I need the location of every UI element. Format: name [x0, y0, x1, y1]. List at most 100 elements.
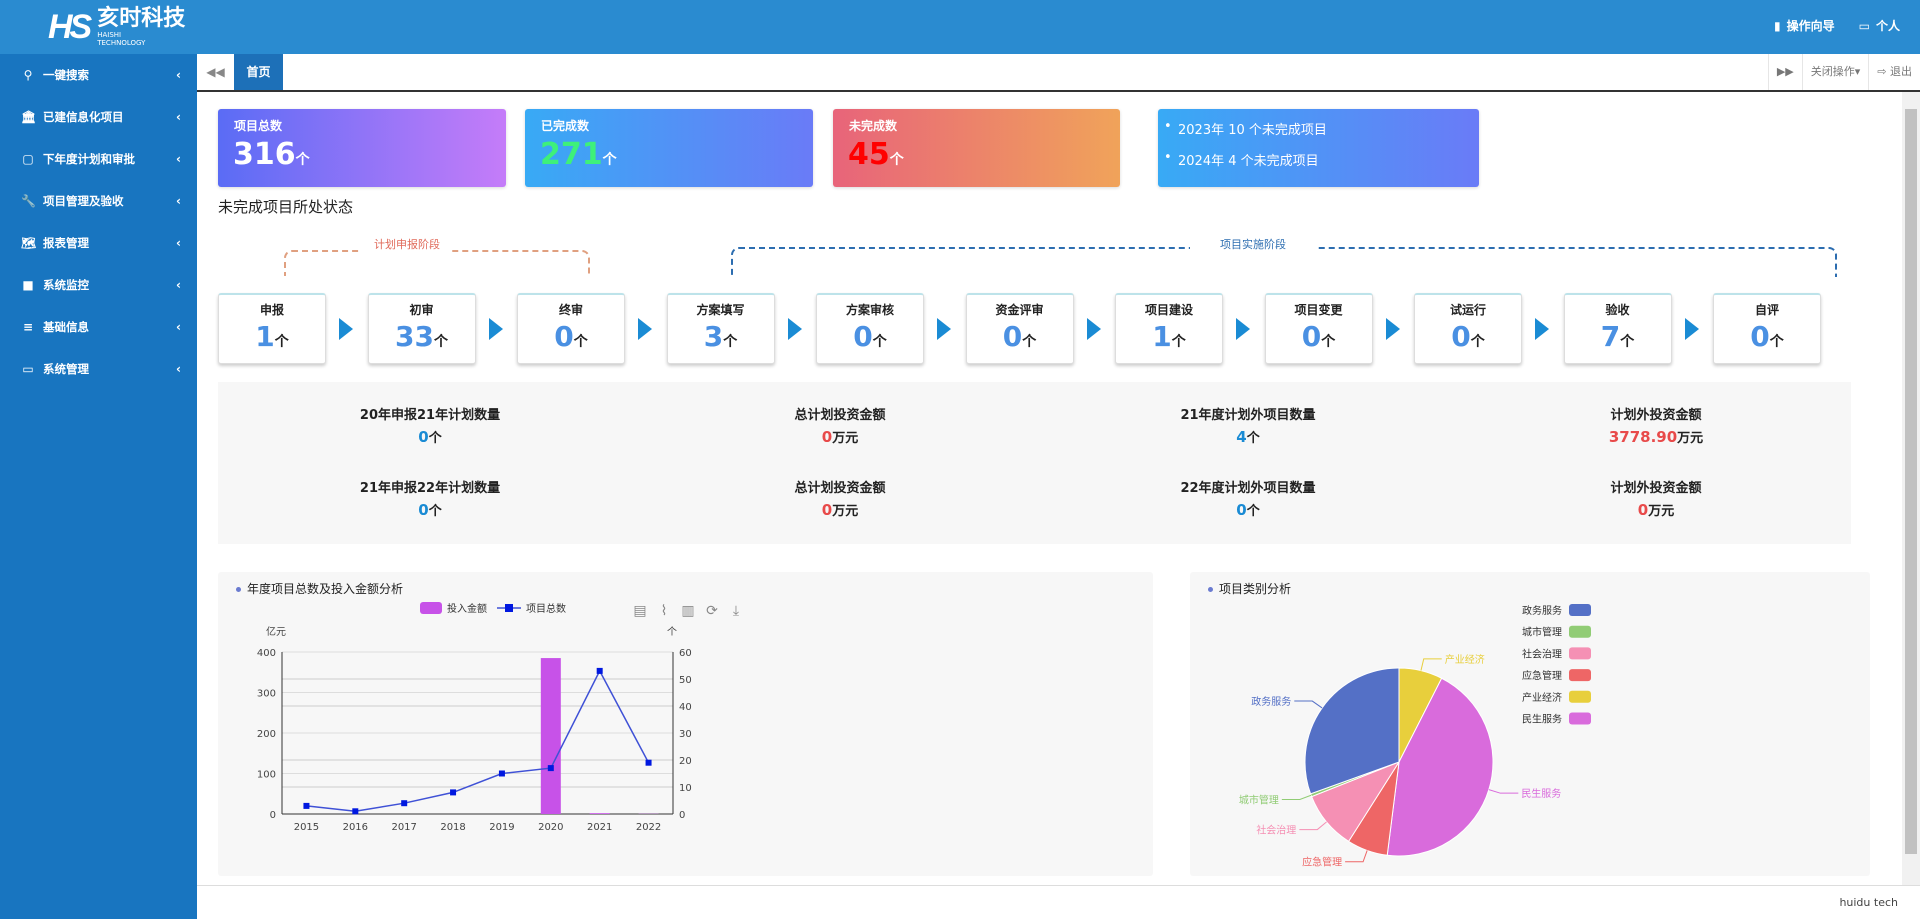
sidebar-item-label: 已建信息化项目: [43, 110, 124, 124]
legend-swatch: [1569, 604, 1591, 616]
sidebar-item-label: 一键搜索: [43, 68, 89, 82]
stat-label: 21年度计划外项目数量: [1180, 408, 1316, 423]
legend-swatch: [1569, 712, 1591, 725]
status-step[interactable]: 试运行 0个: [1414, 293, 1522, 364]
line-icon[interactable]: ⌇: [661, 603, 668, 619]
stat-value: 0万元: [821, 501, 859, 519]
bar-icon[interactable]: ▥: [681, 603, 694, 619]
scrollbar-thumb[interactable]: [1905, 109, 1917, 854]
sidebar-item[interactable]: 🔧 项目管理及验收 ‹: [0, 180, 197, 222]
pie-label: 城市管理: [1239, 793, 1279, 806]
search-icon: ⚲: [23, 68, 33, 82]
data-view-icon[interactable]: ▤: [633, 603, 646, 619]
chevron-left-icon: ‹: [176, 110, 181, 124]
sidebar-item[interactable]: 🗺 报表管理 ‹: [0, 222, 197, 264]
stat-label: 21年申报22年计划数量: [359, 481, 501, 496]
status-step[interactable]: 方案填写 3个: [666, 293, 775, 364]
sidebar-item[interactable]: ▭ 系统管理 ‹: [0, 348, 197, 390]
status-step[interactable]: 方案审核 0个: [816, 293, 924, 364]
stat-value: 0个: [418, 428, 442, 446]
stat-item: 总计划投资金额 0万元: [690, 404, 990, 446]
bar: [589, 813, 610, 814]
stat-value: 3778.90万元: [1608, 428, 1704, 446]
logo-mark: HS: [48, 7, 92, 46]
stat-item: 计划外投资金额 3778.90万元: [1506, 404, 1806, 446]
sidebar-item[interactable]: ⚲ 一键搜索 ‹: [0, 54, 197, 96]
arrow-right-icon: [1535, 318, 1549, 340]
chevron-left-icon: ‹: [176, 152, 181, 166]
y-left-tick-label: 300: [257, 689, 276, 700]
status-step[interactable]: 资金评审 0个: [965, 293, 1074, 364]
sidebar-item[interactable]: ■ 系统监控 ‹: [0, 264, 197, 306]
status-step[interactable]: 自评 0个: [1713, 293, 1821, 364]
sidebar-item-label: 报表管理: [43, 236, 89, 250]
y-right-axis-name: 个: [667, 626, 677, 638]
page-scrollbar[interactable]: [1902, 92, 1920, 885]
y-left-tick-label: 0: [270, 810, 276, 821]
y-right-tick-label: 50: [679, 675, 692, 686]
y-right-tick-label: 60: [679, 648, 692, 659]
tab-bar: ◀◀ 首页 ▶▶ 关闭操作▾ ⇨ 退出: [197, 54, 1920, 92]
legend-label: 投入金额: [447, 602, 487, 615]
pie-label: 民生服务: [1521, 787, 1561, 800]
annual-combo-chart: 0 100 200 300 400 0 10 20 30 40 50 60 亿元 个 2015 2016 201…: [257, 602, 739, 833]
refresh-icon[interactable]: ⟳: [706, 603, 718, 619]
annual-chart-panel: 年度项目总数及投入金额分析 0 100 200 300 400 0 10 20 30 40 50 60…: [218, 572, 1153, 876]
chevron-left-icon: ‹: [176, 362, 181, 376]
scroll-tabs-left-button[interactable]: ◀◀: [206, 65, 225, 79]
book-icon: ▮: [1774, 19, 1781, 33]
legend-marker: [505, 604, 513, 612]
sidebar-item-label: 系统管理: [43, 362, 89, 376]
step-count: 0个: [853, 320, 887, 353]
sidebar-item[interactable]: 🏛 已建信息化项目 ‹: [0, 96, 197, 138]
scroll-tabs-right-button[interactable]: ▶▶: [1767, 54, 1802, 90]
sidebar-item-label: 基础信息: [43, 320, 89, 334]
personal-button[interactable]: ▭ 个人: [1859, 17, 1900, 34]
stat-value: 0万元: [1637, 501, 1675, 519]
step-count: 1个: [255, 320, 289, 353]
desktop-icon: ▭: [22, 362, 34, 376]
download-icon[interactable]: ⤓: [733, 603, 739, 619]
close-ops-dropdown[interactable]: 关闭操作▾: [1801, 54, 1869, 90]
sidebar-item[interactable]: ▢ 下年度计划和审批 ‹: [0, 138, 197, 180]
step-count: 1个: [1152, 320, 1186, 353]
guide-button[interactable]: ▮ 操作向导: [1774, 17, 1835, 34]
step-label: 验收: [1605, 303, 1630, 317]
bar: [540, 658, 561, 814]
wrench-icon: 🔧: [21, 194, 36, 208]
stat-label: 计划外投资金额: [1610, 481, 1702, 496]
y-right-tick-label: 40: [679, 702, 692, 713]
pie-label-line: [1299, 821, 1327, 831]
sidebar-item[interactable]: ≡ 基础信息 ‹: [0, 306, 197, 348]
arrow-right-icon: [638, 318, 652, 340]
y-right-tick-label: 10: [679, 783, 692, 794]
card-completed: 已完成数 271个: [525, 109, 813, 187]
card-label: 未完成数: [849, 119, 898, 133]
note-item: 2024年 4 个未完成项目: [1164, 150, 1319, 169]
status-step[interactable]: 验收 7个: [1563, 293, 1672, 364]
tab-home[interactable]: 首页: [234, 54, 283, 90]
status-step[interactable]: 初审 33个: [367, 293, 476, 364]
stat-label: 总计划投资金额: [794, 481, 886, 496]
plan-phase-bracket: [284, 250, 590, 276]
status-step[interactable]: 项目建设 1个: [1115, 293, 1223, 364]
guide-label: 操作向导: [1786, 19, 1835, 33]
logout-button[interactable]: ⇨ 退出: [1868, 54, 1920, 90]
footer: huidu tech: [197, 885, 1920, 919]
legend-label: 应急管理: [1522, 669, 1562, 682]
x-tick-label: 2019: [489, 822, 514, 833]
status-step[interactable]: 项目变更 0个: [1264, 293, 1373, 364]
sidebar-item-label: 下年度计划和审批: [43, 152, 135, 166]
top-header: HS 亥时科技 HAISHI TECHNOLOGY ▮ 操作向导 ▭ 个人: [0, 0, 1920, 54]
x-tick-label: 2018: [440, 822, 465, 833]
status-step[interactable]: 终审 0个: [517, 293, 625, 364]
legend-swatch: [420, 602, 442, 614]
step-count: 0个: [1301, 320, 1336, 353]
status-step[interactable]: 申报 1个: [218, 293, 326, 364]
map-icon: 🗺: [21, 236, 37, 250]
y-left-tick-label: 200: [257, 729, 276, 740]
stat-label: 总计划投资金额: [794, 408, 886, 423]
arrow-right-icon: [488, 318, 503, 340]
brand-name: 亥时科技: [97, 6, 186, 31]
legend-swatch: [1569, 690, 1591, 703]
